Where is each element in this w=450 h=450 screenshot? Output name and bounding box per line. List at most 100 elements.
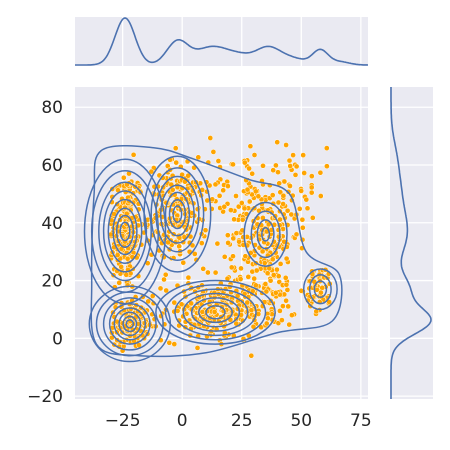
scatter-point [252,282,259,289]
kde-contour [119,221,131,242]
kde-contour [102,297,157,351]
scatter-point [212,181,219,188]
scatter-point [198,240,205,246]
scatter-point [230,235,237,242]
y-tick-label: 0 [52,329,63,349]
y-tick-label: 20 [41,272,63,292]
kde-contour [115,214,135,249]
scatter-point [319,284,326,291]
scatter-point [255,193,262,200]
kde-contour [164,284,267,341]
scatter-point [145,298,152,305]
scatter-point [286,321,293,328]
scatter-point [280,303,286,309]
x-tick-label: −25 [105,411,141,431]
scatter-point [287,163,294,169]
scatter-point [171,341,178,347]
scatter-point [220,187,227,194]
kde-contour [205,305,226,320]
scatter-point [308,173,315,179]
scatter-point [261,260,268,266]
scatter-point [281,178,288,185]
scatter-point [293,163,300,170]
x-tick-label: 0 [177,411,188,431]
marginal-y-panel [390,87,433,399]
kde-contour [174,288,257,337]
kde-contour [190,297,241,328]
scatter-point [116,279,123,286]
scatter-point [205,269,211,276]
scatter-point [318,289,324,296]
marginal-y-background [390,87,433,399]
scatter-point [247,143,254,150]
kde-contour [98,181,152,282]
scatter-point [230,161,236,168]
scatter-point [299,224,306,231]
scatter-point [233,193,239,199]
scatter-point [323,145,330,151]
scatter-point [225,183,231,189]
scatter-point [283,142,289,148]
scatter-point [215,158,222,164]
marginal-x-kde-line [75,17,368,66]
scatter-point [304,205,311,212]
x-tick-label: 25 [231,411,253,431]
scatter-point [178,301,185,308]
x-tick-labels: −25 0 25 50 75 [105,411,372,431]
scatter-point [173,159,180,166]
scatter-point [238,200,245,206]
scatter-point [288,211,295,218]
scatter-point [301,170,308,176]
kde-contour [95,291,164,357]
scatter-point [211,289,218,296]
scatter-point [244,299,251,306]
scatter-point [191,251,198,257]
scatter-point [279,317,285,323]
scatter-point [114,252,121,258]
x-tick-label: 50 [290,411,312,431]
scatter-point [263,288,270,295]
scatter-point [130,151,137,158]
scatter-point [241,159,248,166]
scatter-point [120,174,127,181]
scatter-point [239,216,246,223]
scatter-point [211,309,218,315]
scatter-point [308,184,315,191]
scatter-point [245,274,252,280]
scatter-point [298,188,305,194]
scatter-point [289,312,295,318]
kde-contour [182,292,249,332]
marginal-x-background [75,17,368,66]
scatter-point [253,267,260,274]
kde-contour [250,210,281,259]
scatter-point [263,320,270,327]
kde-contour [108,302,151,345]
kde-contour [102,190,148,273]
scatter-point [248,352,255,359]
kde-contour [168,198,187,230]
scatter-point [224,232,231,239]
marginal-x-panel [75,17,368,66]
scatter-point [157,285,164,292]
kde-contour [125,319,135,329]
scatter-point [231,216,237,223]
scatter-point [309,214,316,221]
scatter-point [265,315,271,322]
scatter-point [282,274,289,281]
scatter-point [200,265,207,272]
scatter-point [176,243,183,250]
scatter-point [252,188,259,195]
kde-contour [261,226,271,242]
scatter-point [260,162,266,169]
kde-contour [155,279,276,345]
scatter-point [251,275,258,282]
kde-contour [198,301,233,324]
kde-contour [155,175,200,253]
y-tick-label: 80 [41,98,63,118]
scatter-point [210,149,217,155]
scatter-point [212,269,219,276]
scatter-point [241,205,248,212]
scatter-point [284,287,291,293]
kde-contour [308,274,332,305]
